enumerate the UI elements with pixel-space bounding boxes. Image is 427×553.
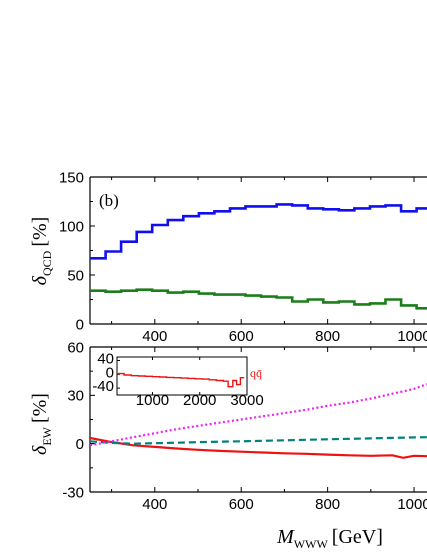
inset-series-line-0 [117,372,245,388]
y-tick-label: -40 [92,378,114,395]
ew-series-line-1 [90,436,427,445]
x-tick-label: 1000 [397,328,427,345]
qcd-series-line-0 [90,203,427,260]
qcd-series-group [90,203,427,310]
y-tick-label: -30 [62,484,84,501]
ew-xlabel-sub: WWW [294,537,329,551]
x-tick-label: 600 [229,328,254,345]
ew-ylabel-unit: [%] [29,393,51,423]
x-tick-label: 800 [315,328,340,345]
y-tick-label: 0 [76,316,84,333]
inset-series-group [117,372,245,388]
panel-label: (b) [99,191,119,210]
x-tick-label: 800 [315,496,340,513]
ew-series-line-2 [90,383,427,447]
y-tick-label: 0 [76,436,84,453]
x-tick-label: 400 [142,496,167,513]
y-tick-label: 40 [97,351,114,368]
qcd-panel: 400 600 800 1000 0 50 100 150 (b) δQCD [%] [29,169,427,345]
inset-series-label: qq̄ [250,366,262,380]
x-tick-label: 3000 [230,392,263,409]
x-tick-label: 600 [229,496,254,513]
ew-series-group [90,383,427,459]
ew-xlabel: MWWW [GeV] [276,526,383,551]
qcd-axis-ticks: 400 600 800 1000 0 50 100 150 [59,169,427,345]
x-tick-label: 400 [142,328,167,345]
qcd-frame [89,176,427,325]
ew-ylabel: δEW [%] [29,393,54,455]
ew-ylabel-sub: EW [40,426,54,445]
y-tick-label: 0 [106,364,114,381]
y-tick-label: 60 [67,339,84,356]
qcd-ylabel-sub: QCD [40,250,54,276]
y-tick-label: 30 [67,388,84,405]
inset-frame [116,356,248,396]
ew-ylabel-symbol: δ [29,445,51,455]
y-tick-label: 150 [59,169,84,186]
ew-series-line-0 [90,436,427,459]
y-tick-label: 50 [67,267,84,284]
qcd-ylabel-unit: [%] [29,217,51,247]
x-tick-label: 1000 [397,496,427,513]
x-tick-label: 1000 [136,392,169,409]
x-tick-label: 2000 [183,392,216,409]
y-tick-label: 100 [59,218,84,235]
qcd-series-line-1 [90,288,427,310]
qcd-ylabel: δQCD [%] [29,217,54,286]
ew-xlabel-symbol: M [276,526,295,548]
ew-xlabel-unit: [GeV] [332,526,383,548]
qcd-ylabel-symbol: δ [29,275,51,285]
